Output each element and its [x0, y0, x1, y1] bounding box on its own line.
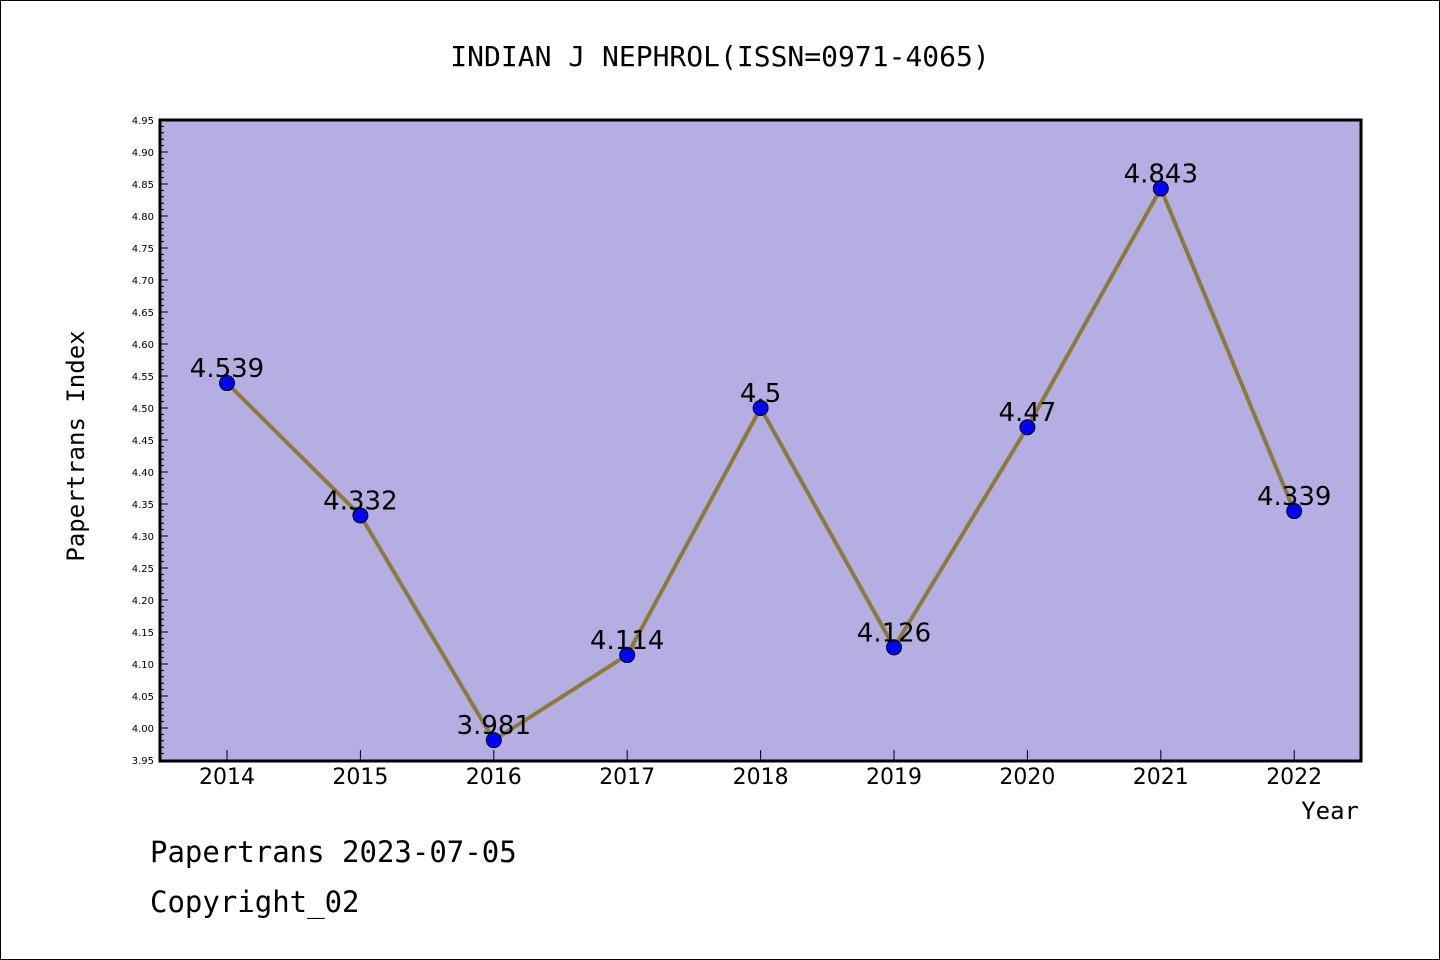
y-tick-label: 4.45: [132, 436, 154, 447]
data-point: [1019, 419, 1036, 436]
y-tick-label: 4.70: [132, 276, 154, 287]
data-label: 4.114: [590, 626, 664, 656]
data-point: [1286, 503, 1303, 520]
y-axis: 3.95 4.00 4.05 4.10 4.15 4.20 4.25 4.30 4.35 4.40…: [132, 116, 168, 767]
data-label: 4.339: [1257, 482, 1331, 512]
x-tick-label: 2015: [332, 765, 388, 790]
y-axis-title: Papertrans Index: [62, 330, 90, 561]
y-tick-label: 3.95: [132, 756, 154, 767]
data-label: 4.5: [740, 379, 781, 409]
y-tick-label: 4.05: [132, 692, 154, 703]
y-tick-label: 4.50: [132, 404, 154, 415]
x-tick-label: 2018: [733, 765, 789, 790]
data-label: 4.843: [1124, 159, 1198, 189]
x-axis: 2014 2015 2016 2017 2018 2019 2020 2021 2022: [199, 750, 1322, 790]
footer-date: Papertrans 2023-07-05: [150, 835, 517, 869]
x-tick-label: 2022: [1266, 765, 1322, 790]
y-tick-label: 4.80: [132, 212, 154, 223]
chart-title: INDIAN J NEPHROL(ISSN=0971-4065): [450, 40, 989, 73]
data-point: [886, 639, 902, 656]
data-point: [352, 507, 369, 524]
data-point: [1152, 180, 1169, 197]
y-tick-label: 4.90: [132, 148, 154, 159]
x-tick-label: 2014: [199, 765, 255, 790]
data-point: [219, 375, 235, 392]
series: [219, 180, 1303, 749]
x-tick-label: 2020: [999, 765, 1055, 790]
x-tick-label: 2016: [466, 765, 522, 790]
plot-area: [158, 118, 1363, 763]
y-tick-label: 4.20: [132, 596, 154, 607]
footer-copyright: Copyright_02: [150, 885, 360, 919]
y-tick-label: 4.75: [132, 244, 154, 255]
y-tick-label: 4.55: [132, 372, 154, 383]
data-label: 4.47: [998, 398, 1056, 428]
y-tick-label: 4.00: [132, 724, 154, 735]
data-label: 4.126: [857, 618, 931, 648]
y-tick-label: 4.35: [132, 500, 154, 511]
x-tick-label: 2021: [1133, 765, 1189, 790]
x-axis-title: Year: [1301, 797, 1359, 825]
y-tick-label: 4.60: [132, 340, 154, 351]
data-point: [619, 647, 636, 664]
data-label: 3.981: [457, 711, 531, 741]
data-label: 4.332: [323, 487, 397, 517]
y-tick-label: 4.95: [132, 116, 154, 127]
y-tick-label: 4.15: [132, 628, 154, 639]
y-tick-label: 4.85: [132, 180, 154, 191]
y-tick-label: 4.40: [132, 468, 154, 479]
y-tick-label: 4.30: [132, 532, 154, 543]
x-tick-label: 2017: [599, 765, 655, 790]
y-tick-label: 4.65: [132, 308, 154, 319]
data-labels: 4.539 4.332 3.981 4.114 4.5 4.126 4.47 4.843 4.3…: [190, 159, 1332, 741]
data-label: 4.539: [190, 354, 264, 384]
data-point: [752, 400, 769, 416]
data-point: [485, 732, 502, 749]
x-tick-label: 2019: [866, 765, 922, 790]
y-tick-label: 4.10: [132, 660, 154, 671]
y-tick-label: 4.25: [132, 564, 154, 575]
